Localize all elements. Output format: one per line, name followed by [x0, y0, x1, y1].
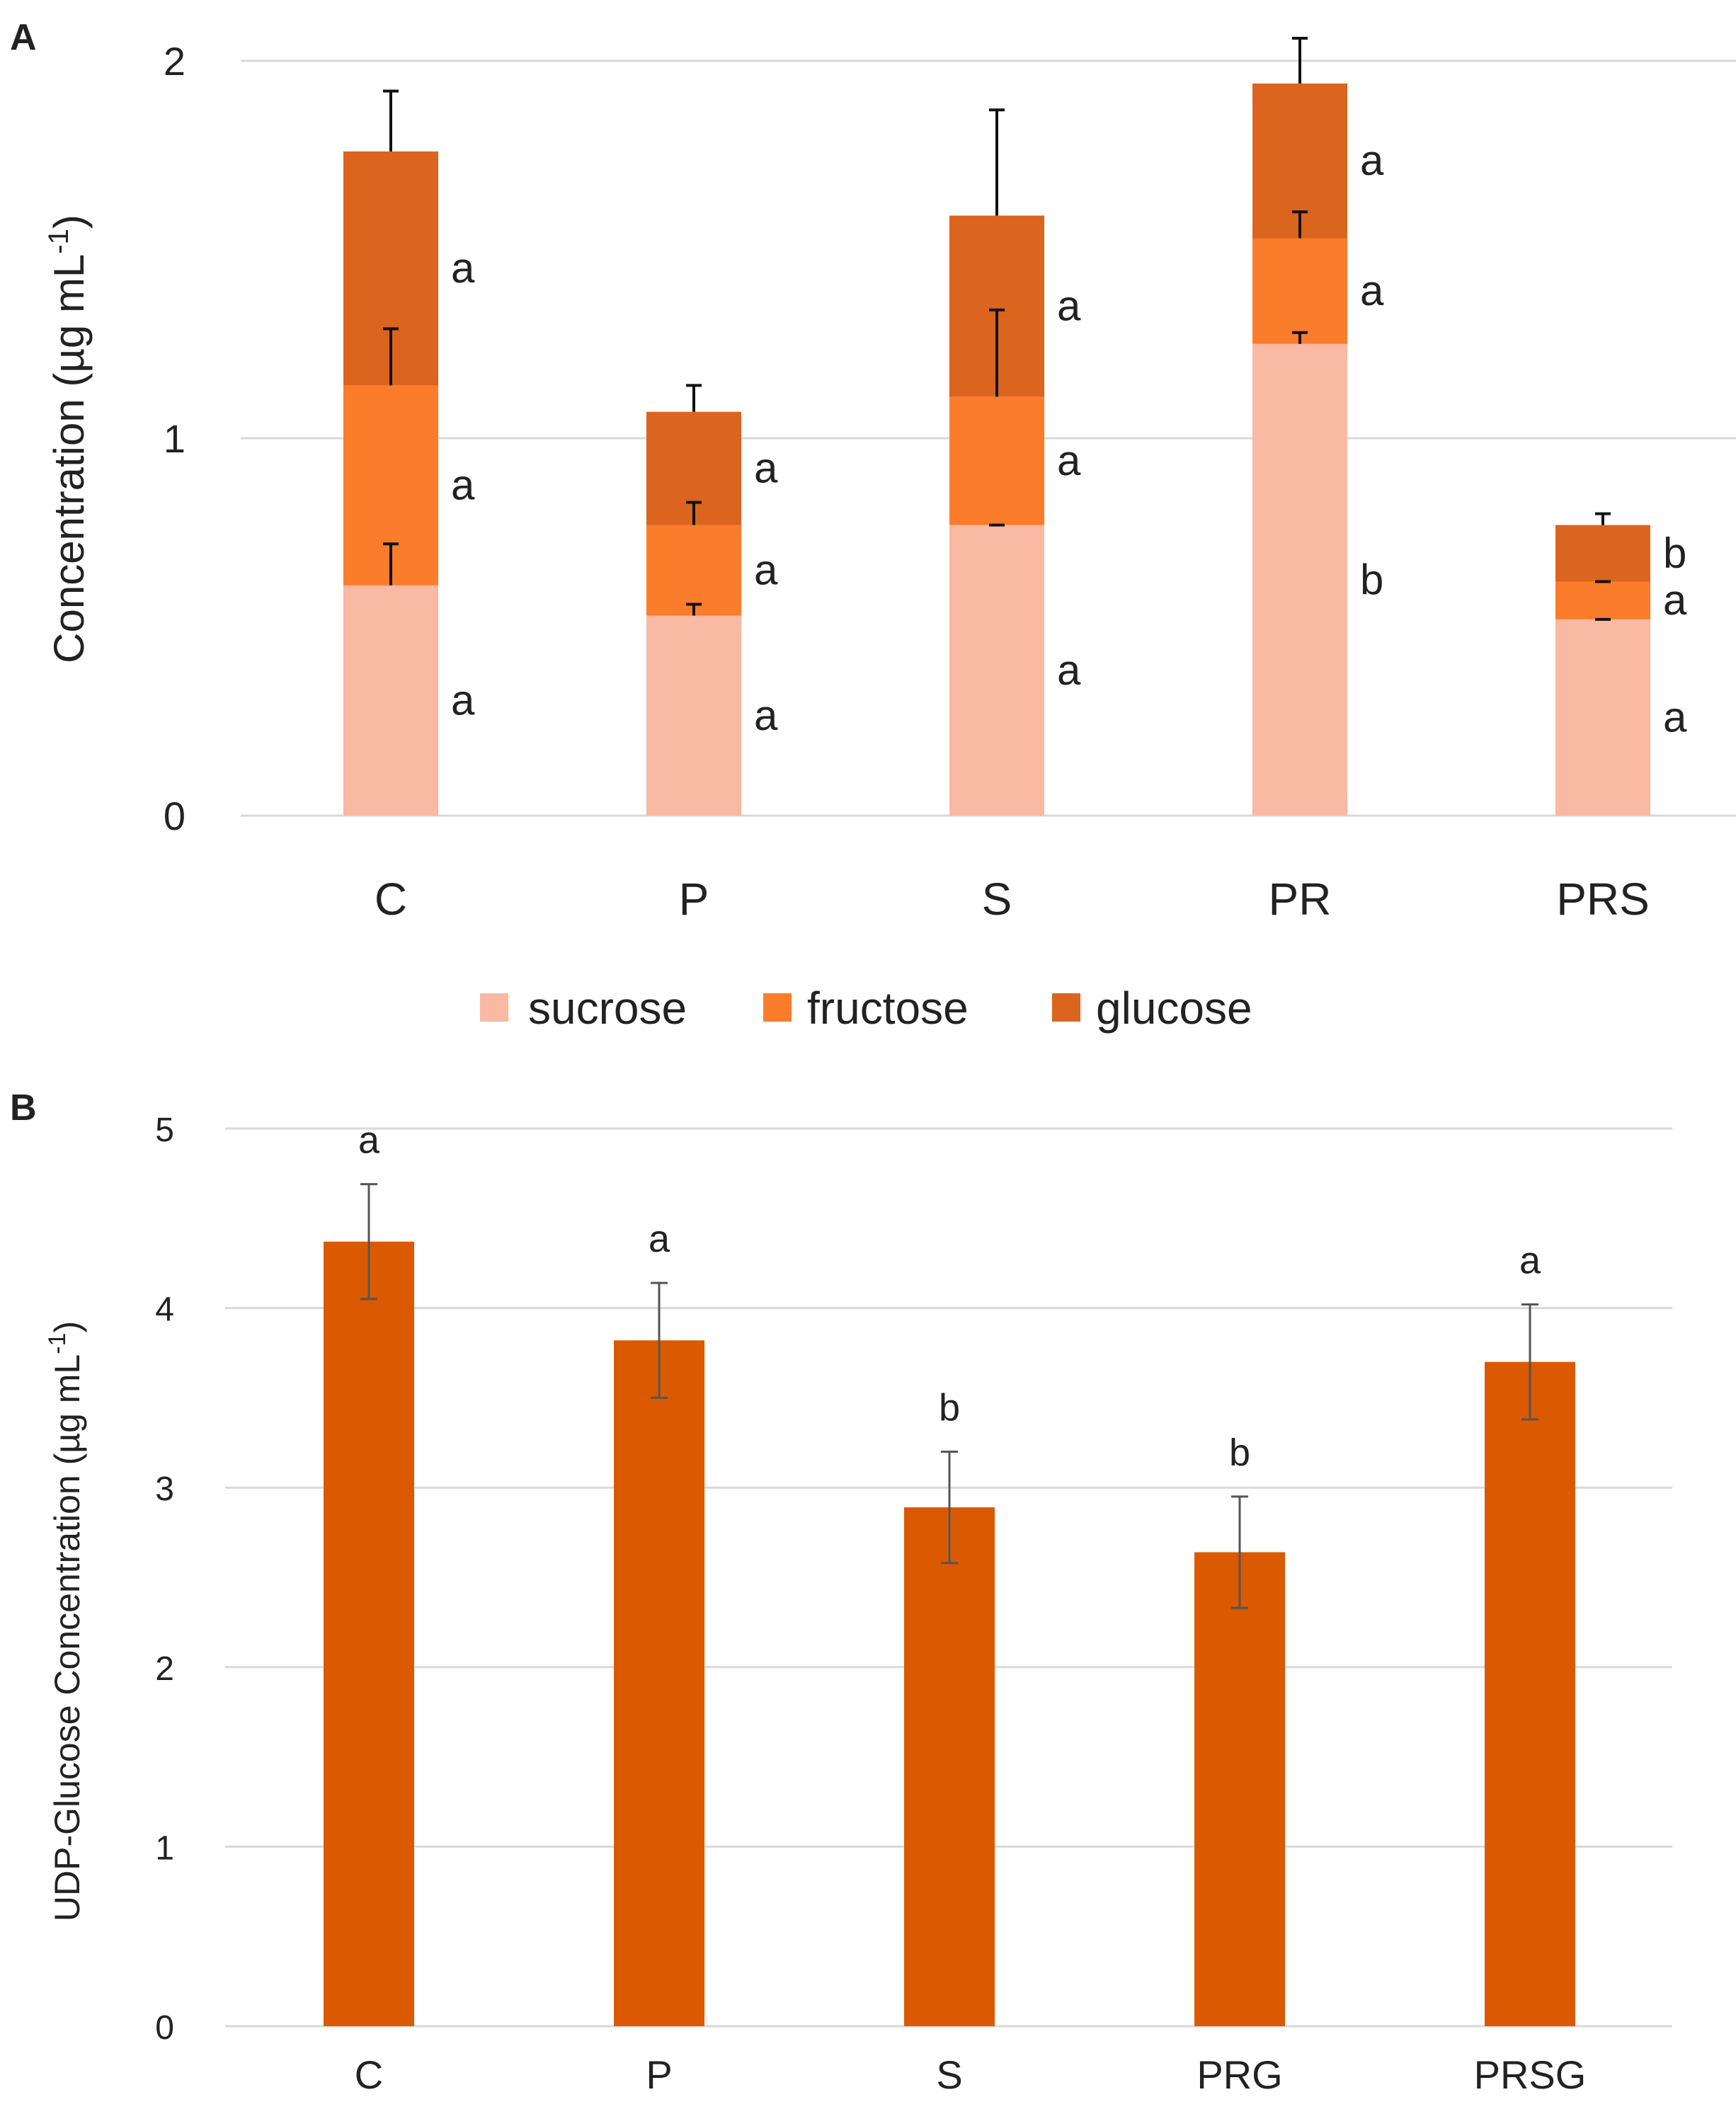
- legend-label: fructose: [807, 983, 969, 1034]
- bar-sucrose: [1252, 343, 1347, 816]
- y-tick-label: 0: [155, 2009, 174, 2047]
- significance-letter: a: [1360, 137, 1384, 184]
- legend-label: sucrose: [528, 983, 687, 1034]
- bar-sucrose: [949, 525, 1044, 816]
- significance-letter: a: [649, 1218, 670, 1260]
- bar-sucrose: [646, 615, 741, 816]
- error-bar: [686, 501, 702, 525]
- significance-letter: a: [1057, 437, 1081, 484]
- panel-a-label: A: [10, 17, 37, 58]
- y-tick-label: 2: [164, 39, 185, 84]
- panel-a-chart: A 012 Concentration (µg mL-1) aaaaaaaaab…: [10, 17, 1736, 1034]
- x-category-label: S: [982, 874, 1012, 925]
- bar-udp-glucose: [904, 1507, 995, 2026]
- x-category-label: C: [355, 2052, 383, 2097]
- error-bar: [1521, 1303, 1538, 1421]
- bar-udp-glucose: [324, 1241, 414, 2026]
- panel-b-bars: [324, 1241, 1575, 2026]
- significance-letter: a: [1663, 576, 1687, 624]
- bar-sucrose: [1555, 619, 1650, 816]
- error-bar: [383, 89, 399, 152]
- y-tick-label: 2: [155, 1650, 174, 1688]
- bar-fructose: [1555, 581, 1650, 619]
- significance-letter: a: [451, 244, 475, 292]
- error-bar: [1595, 512, 1611, 525]
- y-tick-label: 1: [164, 416, 185, 461]
- significance-letter: a: [451, 676, 475, 724]
- bar-glucose: [1555, 525, 1650, 582]
- panel-b-chart: B 0 1 2 3 4 5 UDP-Glucose Concentration (µg m…: [10, 1087, 1672, 2097]
- panel-b-significance-letters: a a b b a: [358, 1119, 1541, 1474]
- significance-letter: a: [754, 692, 778, 739]
- y-tick-label: 0: [164, 794, 185, 838]
- y-tick-label: 5: [155, 1112, 174, 1149]
- error-bar: [360, 1183, 377, 1301]
- y-tick-label: 3: [155, 1470, 174, 1508]
- legend-swatch: [1052, 993, 1080, 1022]
- significance-letter: b: [939, 1386, 960, 1429]
- legend-swatch: [480, 993, 508, 1022]
- bar-udp-glucose: [614, 1340, 704, 2026]
- significance-letter: a: [1663, 693, 1687, 741]
- panel-a-error-bars: [383, 37, 1611, 621]
- legend-swatch: [763, 993, 792, 1022]
- significance-letter: a: [754, 445, 778, 492]
- panel-a-y-ticks: 0 1 2: [164, 39, 185, 838]
- legend-item-glucose: glucose: [1052, 983, 1252, 1034]
- bar-udp-glucose: [1485, 1361, 1575, 2026]
- error-bar: [1292, 331, 1308, 344]
- bar-fructose: [949, 396, 1044, 525]
- error-bar: [383, 327, 399, 386]
- error-bar: [686, 384, 702, 412]
- significance-letter: a: [1360, 267, 1384, 314]
- legend-label: glucose: [1096, 983, 1252, 1034]
- panel-b-y-axis-title: UDP-Glucose Concentration (µg mL-1): [44, 1321, 87, 1921]
- error-bar: [651, 1281, 668, 1399]
- significance-letter: b: [1229, 1432, 1250, 1474]
- x-category-label: PRSG: [1474, 2052, 1587, 2097]
- x-category-label: S: [936, 2052, 962, 2097]
- x-category-label: P: [679, 874, 709, 925]
- bar-sucrose: [343, 585, 438, 816]
- x-category-label: P: [646, 2052, 672, 2097]
- error-bar: [1292, 37, 1308, 84]
- error-bar: [989, 308, 1005, 397]
- error-bar: [383, 542, 399, 585]
- significance-letter: a: [451, 462, 475, 509]
- panel-a-legend: sucrose fructose glucose: [480, 983, 1252, 1034]
- x-category-label: PRG: [1197, 2052, 1282, 2097]
- significance-letter: a: [1057, 646, 1081, 694]
- significance-letter: a: [1519, 1240, 1541, 1282]
- x-category-label: C: [375, 874, 407, 925]
- error-bar: [1231, 1495, 1248, 1609]
- significance-letter: a: [1057, 282, 1081, 329]
- legend-item-fructose: fructose: [763, 983, 969, 1034]
- panel-b-label: B: [10, 1087, 37, 1129]
- legend-item-sucrose: sucrose: [480, 983, 687, 1034]
- error-bar: [941, 1450, 958, 1565]
- significance-letter: a: [754, 547, 778, 594]
- bar-udp-glucose: [1194, 1552, 1285, 2026]
- significance-letter: b: [1360, 556, 1383, 603]
- error-bar: [1292, 210, 1308, 239]
- error-bar: [686, 602, 702, 616]
- panel-b-error-bars: [360, 1183, 1538, 1609]
- panel-b-y-ticks: 0 1 2 3 4 5: [155, 1112, 174, 2047]
- error-bar: [989, 108, 1005, 216]
- panel-b-category-labels: C P S PRG PRSG: [355, 2052, 1587, 2097]
- y-tick-label: 4: [155, 1291, 174, 1329]
- x-category-label: PRS: [1556, 874, 1650, 925]
- bar-fructose: [646, 525, 741, 616]
- panel-a-category-labels: C P S PR PRS: [375, 874, 1650, 925]
- y-tick-label: 1: [155, 1829, 174, 1867]
- significance-letter: b: [1663, 530, 1686, 577]
- x-category-label: PR: [1269, 874, 1332, 925]
- significance-letter: a: [358, 1119, 380, 1162]
- panel-a-y-axis-title: Concentration (µg mL-1): [43, 215, 93, 663]
- bar-fructose: [1252, 238, 1347, 344]
